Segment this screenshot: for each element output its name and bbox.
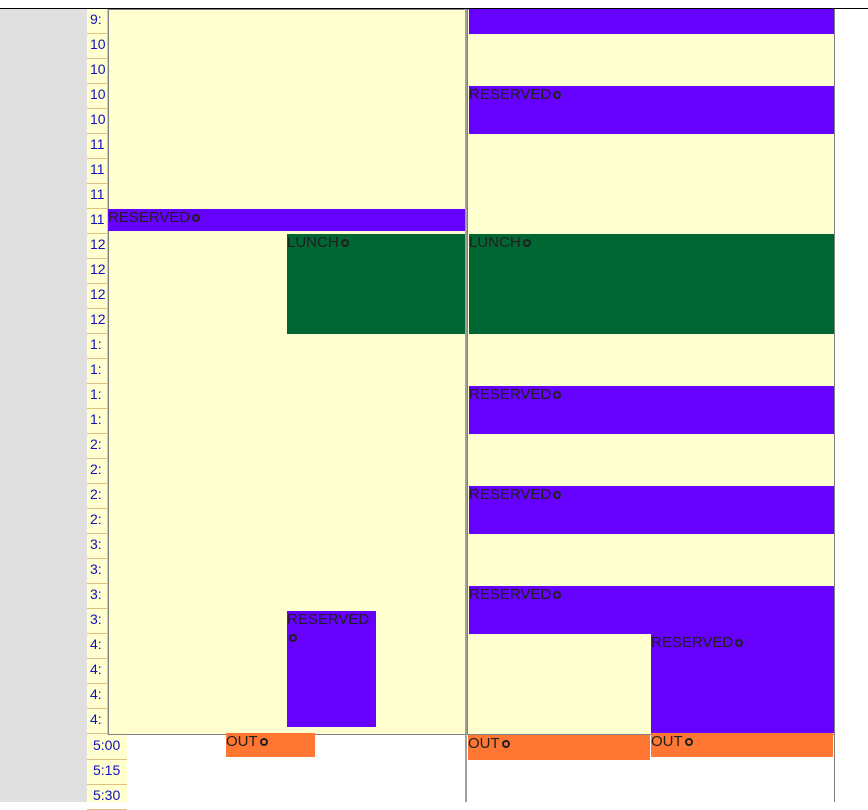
event-label: RESERVED (469, 586, 552, 603)
clock-icon (501, 740, 510, 749)
clock-icon (192, 214, 201, 223)
event-label: LUNCH (469, 234, 521, 251)
event-reserved[interactable]: RESERVED (108, 209, 465, 231)
time-slot-label: 11 (87, 209, 108, 234)
event-label: OUT (651, 733, 683, 750)
clock-icon (289, 634, 297, 643)
time-slot-label: 3: (87, 584, 108, 609)
left-gutter (0, 9, 87, 802)
time-slot-label: 12 (87, 309, 108, 334)
event-reserved[interactable]: RESERVED (469, 586, 834, 634)
time-slot-label: 1: (87, 409, 108, 434)
time-slot-label: 12 (87, 234, 108, 259)
time-slot-label: 3: (87, 534, 108, 559)
time-slot-label: 11 (87, 159, 108, 184)
time-slot-label: 2: (87, 484, 108, 509)
event-out[interactable]: OUT (468, 735, 650, 760)
event-label: RESERVED (469, 386, 552, 403)
event-reserved[interactable]: RESERVED (469, 386, 834, 434)
clock-icon (553, 491, 562, 500)
time-slot-label: 10 (87, 59, 108, 84)
time-slot-label: 2: (87, 434, 108, 459)
time-slot-label: 10 (87, 84, 108, 109)
event-label: RESERVED (469, 86, 552, 103)
time-column: 9: 10 10 10 10 11 11 11 11 12 12 12 12 1: 1: 1: 1: 2: 2: 2:… (87, 9, 108, 802)
event-label: RESERVED (108, 209, 191, 226)
event-label: RESERVED (287, 611, 370, 628)
time-slot-label: 11 (87, 184, 108, 209)
column-divider (465, 9, 467, 802)
event-out[interactable]: OUT (651, 733, 833, 757)
event-label: RESERVED (469, 486, 552, 503)
time-slot-label: 4: (87, 709, 108, 734)
time-slot-label: 4: (87, 634, 108, 659)
event-label: RESERVED (651, 634, 734, 651)
time-slot-label: 10 (87, 109, 108, 134)
clock-icon (340, 239, 349, 248)
time-slot-label: 5:15 (87, 760, 127, 785)
event-reserved[interactable]: RESERVED (287, 611, 376, 727)
event-lunch[interactable]: LUNCH (287, 234, 465, 334)
clock-icon (684, 738, 693, 747)
time-slot-label: 3: (87, 609, 108, 634)
time-slot-label: 2: (87, 509, 108, 534)
event-lunch[interactable]: LUNCH (469, 234, 834, 334)
event-reserved[interactable]: RESERVED (469, 86, 834, 134)
time-slot-label: 12 (87, 284, 108, 309)
time-slot-label: 5:00 (87, 735, 127, 760)
time-slot-label: 1: (87, 334, 108, 359)
event-reserved[interactable]: RESERVED (651, 634, 834, 733)
time-slot-label: 10 (87, 34, 108, 59)
event-reserved[interactable]: RESERVED (469, 486, 834, 534)
time-slot-label: 2: (87, 459, 108, 484)
evening-time-column: 5:00 5:15 5:30 (87, 735, 127, 810)
event-label: OUT (468, 735, 500, 752)
time-slot-label: 11 (87, 134, 108, 159)
top-rule (0, 8, 868, 9)
time-slot-label: 3: (87, 559, 108, 584)
time-slot-label: 4: (87, 684, 108, 709)
clock-icon (553, 591, 562, 600)
time-slot-label: 9: (87, 9, 108, 34)
clock-icon (553, 91, 562, 100)
event-out[interactable]: OUT (226, 733, 315, 757)
clock-icon (259, 738, 268, 747)
event-label: OUT (226, 733, 258, 750)
column-right-edge (834, 9, 835, 802)
time-slot-label: 12 (87, 259, 108, 284)
event-label: LUNCH (287, 234, 339, 251)
event-reserved-continued[interactable] (469, 9, 834, 34)
clock-icon (735, 639, 744, 648)
clock-icon (522, 239, 531, 248)
time-slot-label: 5:30 (87, 785, 127, 810)
clock-icon (553, 391, 562, 400)
time-slot-label: 1: (87, 384, 108, 409)
time-slot-label: 1: (87, 359, 108, 384)
time-slot-label: 4: (87, 659, 108, 684)
